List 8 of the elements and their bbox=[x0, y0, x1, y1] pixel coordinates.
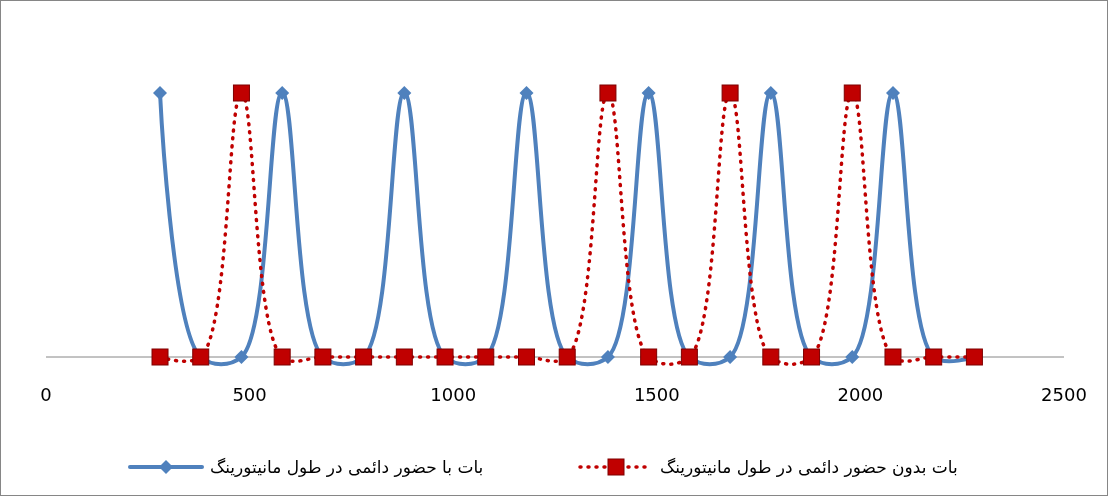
x-tick-label: 2500 bbox=[1041, 384, 1087, 405]
legend-label: بات بدون حضور دائمی در طول مانیتورینگ bbox=[660, 457, 958, 477]
x-tick-label: 500 bbox=[232, 384, 267, 405]
x-tick-label: 1500 bbox=[633, 384, 680, 405]
legend-label: بات با حضور دائمی در طول مانیتورینگ bbox=[210, 457, 484, 477]
x-tick-label: 1000 bbox=[430, 384, 477, 405]
x-tick-label: 0 bbox=[40, 384, 52, 405]
x-tick-label: 2000 bbox=[837, 384, 884, 405]
